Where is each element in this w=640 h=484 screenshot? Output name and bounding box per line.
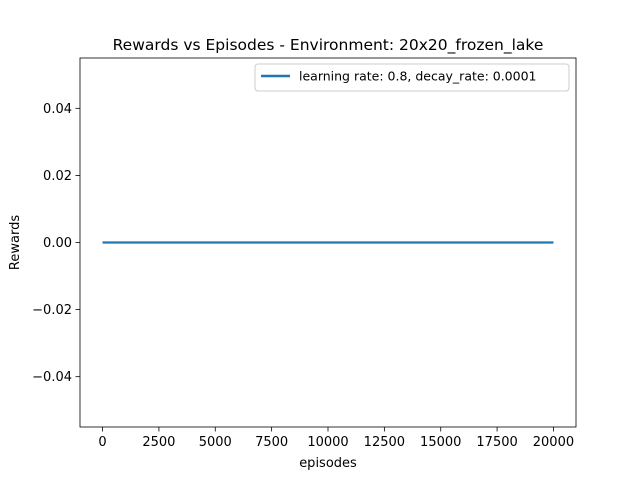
x-tick-label: 5000 bbox=[199, 435, 232, 450]
y-axis-ticks: −0.04 −0.02 0.00 0.02 0.04 bbox=[32, 102, 80, 385]
y-tick-label: 0.04 bbox=[43, 102, 72, 117]
x-tick-label: 7500 bbox=[255, 435, 288, 450]
y-tick-label: −0.02 bbox=[32, 303, 72, 318]
x-tick-label: 12500 bbox=[364, 435, 405, 450]
x-tick-label: 20000 bbox=[533, 435, 574, 450]
x-tick-label: 17500 bbox=[476, 435, 517, 450]
x-tick-label: 10000 bbox=[307, 435, 348, 450]
x-tick-label: 15000 bbox=[420, 435, 461, 450]
y-tick-label: −0.04 bbox=[32, 370, 72, 385]
chart-title: Rewards vs Episodes - Environment: 20x20… bbox=[113, 36, 544, 55]
x-tick-label: 2500 bbox=[142, 435, 175, 450]
plot-border bbox=[79, 57, 577, 428]
y-tick-label: 0.00 bbox=[43, 236, 72, 251]
y-axis-label: Rewards bbox=[8, 215, 23, 270]
legend-frame bbox=[254, 63, 570, 92]
x-tick-label: 0 bbox=[98, 435, 106, 450]
x-axis-ticks: 0 2500 5000 7500 10000 12500 15000 17500 20000 bbox=[98, 427, 574, 450]
legend-entry-label: learning rate: 0.8, decay_rate: 0.0001 bbox=[299, 69, 537, 84]
y-tick-label: 0.02 bbox=[43, 169, 72, 184]
legend: learning rate: 0.8, decay_rate: 0.0001 bbox=[254, 63, 570, 92]
x-axis-label: episodes bbox=[299, 456, 357, 471]
